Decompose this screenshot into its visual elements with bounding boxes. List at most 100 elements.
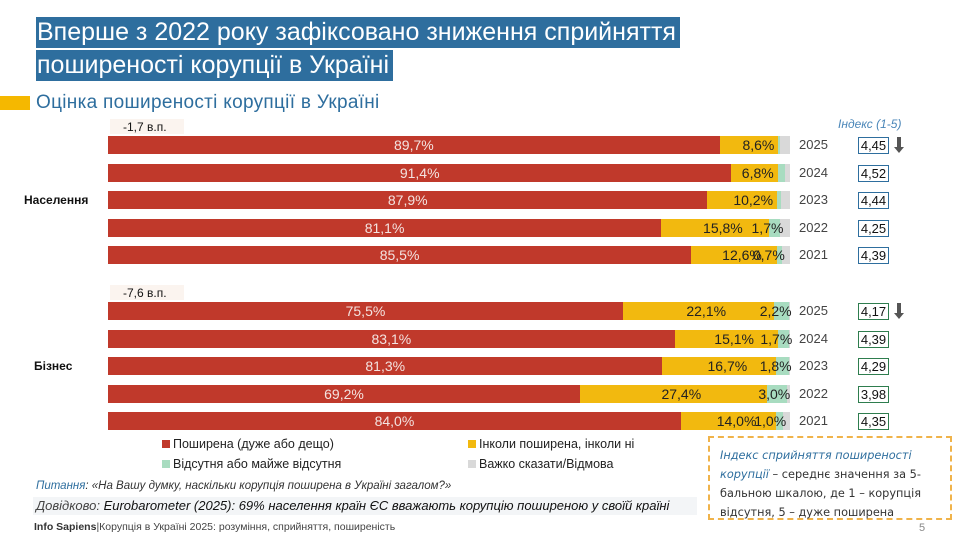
bar-row: 75,5% 22,1% 2,2% <box>108 302 792 320</box>
year-label: 2025 <box>799 303 828 318</box>
bar-row: 84,0% 14,0% 1,0% <box>108 412 790 430</box>
slide-title-line-1: Вперше з 2022 року зафіксовано зниження … <box>36 17 680 48</box>
legend-item: Поширена (дуже або дещо) <box>162 437 334 451</box>
index-value: 4,45 <box>858 137 889 154</box>
change-label: -1,7 в.п. <box>110 119 184 134</box>
change-label: -7,6 в.п. <box>110 285 184 300</box>
data-label: 0,7% <box>752 247 785 263</box>
bar-segment-absent: 3,0% <box>758 384 790 403</box>
bar-segment-absent: 0,7% <box>753 246 785 264</box>
data-label: 75,5% <box>345 303 386 319</box>
legend-swatch <box>468 440 476 448</box>
bar-segment-absent: 1,8% <box>760 357 792 375</box>
data-label: 15,8% <box>703 219 743 236</box>
data-label: 89,7% <box>394 137 434 153</box>
index-column-heading: Індекс (1-5) <box>838 117 902 131</box>
data-label: 1,0% <box>754 413 787 429</box>
bar-row: 83,1% 15,1% 1,7% <box>108 329 792 348</box>
bar-segment-hard <box>781 246 790 264</box>
index-value: 4,17 <box>858 303 889 320</box>
index-definition-term: Індекс сприйняття поширеності корупції <box>720 449 912 481</box>
down-arrow-icon <box>894 137 904 153</box>
group-label: Бізнес <box>34 359 73 373</box>
bar-segment-hard <box>780 218 790 237</box>
data-label: 81,3% <box>365 358 406 374</box>
reference-note: Довідково: Eurobarometer (2025): 69% нас… <box>33 497 697 515</box>
data-label: 91,4% <box>399 164 440 181</box>
bar-segment-widespread: 69,2% <box>108 384 580 403</box>
index-value: 4,29 <box>858 358 889 375</box>
legend-label: Інколи поширена, інколи ні <box>479 437 635 451</box>
data-label: 14,0% <box>716 413 757 429</box>
bar-segment-hard <box>789 329 790 348</box>
data-label: 16,7% <box>707 358 748 374</box>
reference-label: Довідково: <box>36 498 104 513</box>
bar-row: 89,7% 8,6% <box>108 136 790 154</box>
data-label: 22,1% <box>686 303 727 319</box>
data-label: 6,8% <box>741 164 774 181</box>
index-value: 3,98 <box>858 385 889 403</box>
bar-segment-sometimes: 16,7% <box>662 357 777 375</box>
question-label: Питання <box>36 480 86 492</box>
legend-swatch <box>162 440 170 448</box>
reference-text: Eurobarometer (2025): 69% населення краї… <box>103 498 670 513</box>
bar-segment-sometimes: 10,2% <box>707 191 778 209</box>
page-number: 5 <box>919 522 926 534</box>
bar-segment-widespread: 85,5% <box>108 246 692 264</box>
bar-row: 91,4% 6,8% <box>108 163 790 182</box>
bar-segment-widespread: 81,1% <box>108 218 662 237</box>
bar-segment-sometimes: 15,8% <box>661 218 769 237</box>
bar-segment-hard <box>781 191 790 209</box>
bar-row: 85,5% 12,6% 0,7% <box>108 246 790 264</box>
legend-item: Відсутня або майже відсутня <box>162 457 341 471</box>
legend-label: Відсутня або майже відсутня <box>173 457 342 471</box>
bar-segment-widespread: 89,7% <box>108 136 720 154</box>
bar-segment-hard <box>787 384 790 403</box>
index-value: 4,39 <box>858 330 889 348</box>
bar-segment-sometimes: 8,6% <box>719 136 779 154</box>
data-label: 27,4% <box>661 385 702 402</box>
year-label: 2025 <box>799 137 828 152</box>
bar-row: 81,3% 16,7% 1,8% <box>108 357 792 375</box>
data-label: 69,2% <box>324 385 364 402</box>
data-label: 15,1% <box>714 330 755 347</box>
bar-segment-absent <box>777 191 782 209</box>
data-label: 1,7% <box>751 219 784 236</box>
bar-row: 69,2% 27,4% 3,0% <box>108 384 790 403</box>
bar-row: 81,1% 15,8% 1,7% <box>108 218 790 237</box>
year-label: 2022 <box>799 385 828 401</box>
bar-segment-sometimes: 12,6% <box>691 246 778 264</box>
bar-segment-absent: 1,7% <box>760 329 792 348</box>
data-label: 12,6% <box>722 247 762 263</box>
data-label: 81,1% <box>364 219 405 236</box>
legend-label: Поширена (дуже або дещо) <box>173 437 334 451</box>
data-label: 10,2% <box>733 192 774 208</box>
slide-title-line-2: поширеності корупції в Україні <box>36 50 394 81</box>
subtitle-accent-bar <box>0 96 30 110</box>
year-label: 2022 <box>799 219 828 235</box>
year-label: 2024 <box>799 330 828 346</box>
bar-segment-absent: 1,7% <box>752 218 783 237</box>
footer-text: Корупція в Україні 2025: розуміння, спри… <box>99 521 396 533</box>
group-label: Населення <box>24 193 89 207</box>
bar-segment-sometimes: 27,4% <box>579 384 767 403</box>
data-label: 84,0% <box>374 413 415 429</box>
index-value: 4,44 <box>858 192 889 209</box>
bar-segment-widespread: 84,0% <box>108 412 681 430</box>
data-label: 8,6% <box>742 137 775 153</box>
data-label: 3,0% <box>758 385 791 402</box>
bar-segment-sometimes: 15,1% <box>674 329 778 348</box>
data-label: 1,7% <box>760 330 793 347</box>
year-label: 2024 <box>799 164 828 180</box>
year-label: 2023 <box>799 192 828 207</box>
data-label: 1,8% <box>759 358 792 374</box>
bar-segment-sometimes: 22,1% <box>622 302 774 320</box>
bar-segment-absent <box>777 163 785 182</box>
legend-item: Інколи поширена, інколи ні <box>468 437 634 451</box>
legend-swatch <box>468 460 476 468</box>
bar-segment-widespread: 75,5% <box>108 302 623 320</box>
survey-question: Питання: «На Вашу думку, наскільки коруп… <box>36 480 451 492</box>
down-arrow-icon <box>894 303 904 319</box>
bar-segment-widespread: 83,1% <box>108 329 675 348</box>
data-label: 87,9% <box>387 192 428 208</box>
